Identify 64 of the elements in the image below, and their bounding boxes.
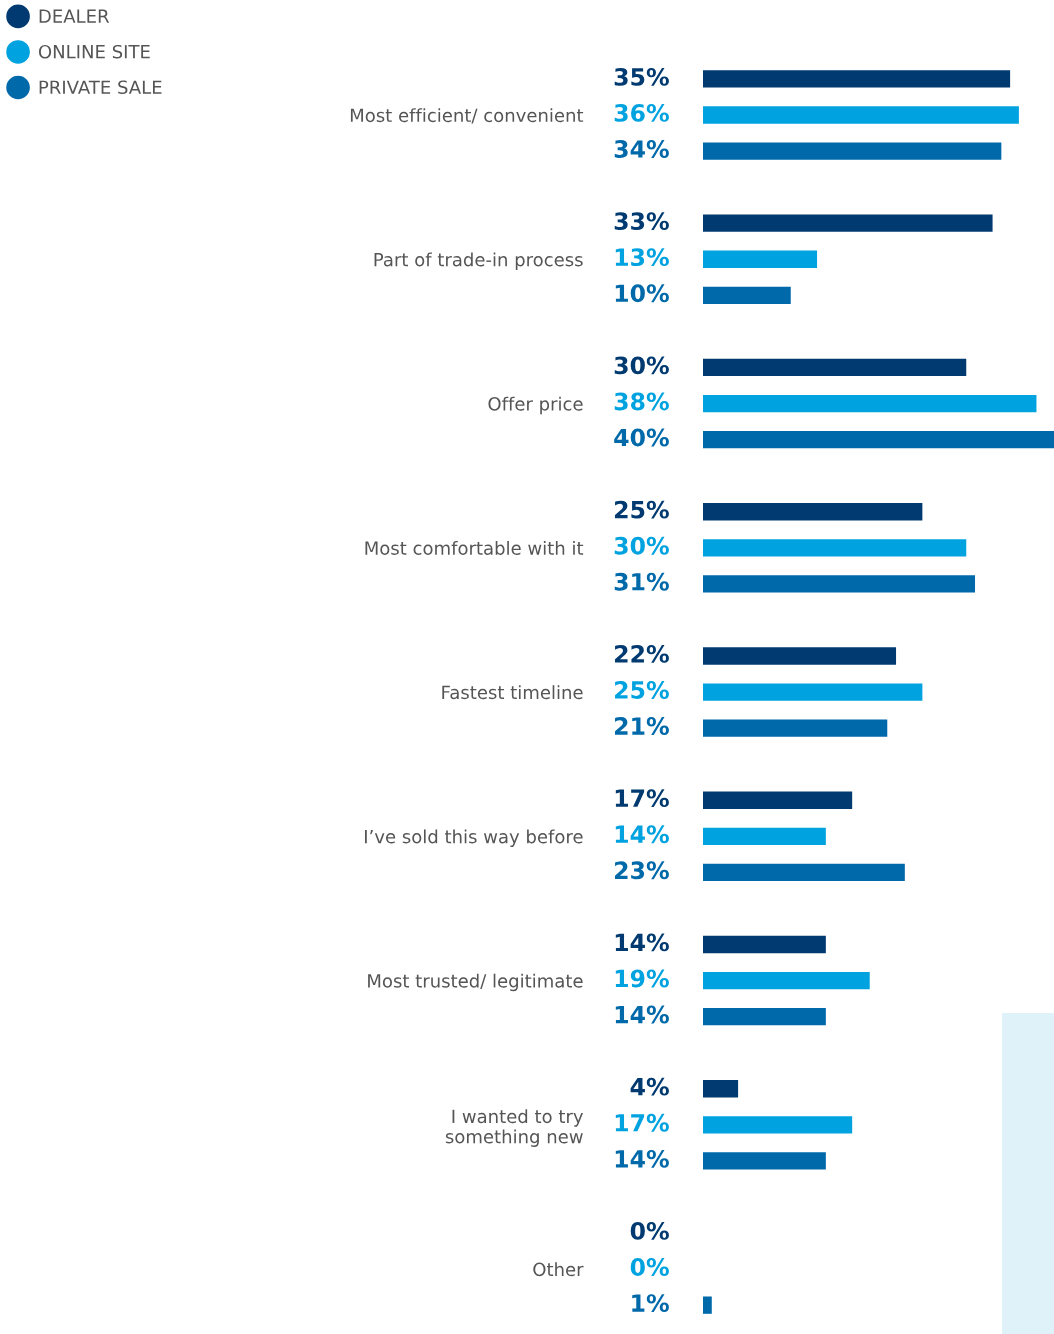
y-tick-label: Other (533, 1262, 584, 1277)
bar (703, 394, 1037, 413)
bar (703, 647, 897, 665)
data-label: 14% (615, 825, 669, 844)
bar (703, 719, 888, 737)
bar (703, 286, 791, 304)
y-tick-label: I wanted to try something new (445, 1109, 584, 1147)
legend-label: DEALER (39, 9, 110, 23)
bar (703, 1152, 826, 1170)
data-label: 34% (614, 140, 669, 158)
bar (703, 863, 905, 882)
bar (703, 539, 967, 557)
legend-label: PRIVATE SALE (39, 80, 162, 95)
data-label: 0% (630, 1222, 669, 1240)
data-label: 10% (615, 284, 669, 303)
bar (703, 935, 826, 954)
data-label: 30% (614, 536, 669, 555)
bar (703, 106, 1019, 124)
y-tick-label: Most trusted/ legitimate (368, 973, 583, 992)
y-tick-label: Part of trade-in process (374, 252, 583, 270)
data-label: 38% (614, 392, 669, 411)
data-label: 33% (614, 212, 669, 231)
data-label: 22% (615, 644, 669, 663)
data-label: 0% (630, 1258, 669, 1276)
bar (703, 503, 923, 521)
data-label: 14% (615, 1005, 669, 1024)
data-label: 25% (615, 681, 669, 699)
data-label: 36% (614, 104, 669, 122)
bar (703, 250, 818, 268)
bar (703, 70, 1011, 88)
y-tick-label: Offer price (488, 396, 583, 415)
data-label: 19% (615, 969, 669, 988)
bar (703, 575, 976, 593)
bar (703, 791, 853, 809)
bar (703, 1080, 739, 1098)
data-label: 4% (630, 1077, 669, 1096)
y-tick-label: Most comfortable with it (365, 540, 584, 555)
data-label: 13% (615, 248, 669, 267)
bar (703, 1116, 853, 1134)
data-label: 30% (614, 356, 669, 375)
bar (703, 430, 1054, 449)
data-label: 40% (614, 428, 669, 447)
data-label: 21% (615, 717, 669, 735)
data-label: 23% (615, 861, 669, 880)
data-label: 14% (615, 1149, 669, 1168)
data-label: 25% (615, 500, 669, 519)
bar (703, 1296, 712, 1314)
legend-label: ONLINE SITE (38, 44, 150, 59)
bar (703, 358, 967, 377)
data-label: 1% (632, 1294, 669, 1312)
y-tick-label: Fastest timeline (442, 685, 583, 700)
data-label: 31% (614, 572, 669, 591)
bar (703, 971, 870, 990)
y-tick-label: I’ve sold this way before (365, 829, 583, 847)
bar (703, 142, 1002, 160)
data-label: 17% (615, 789, 669, 808)
data-label: 17% (615, 1113, 669, 1132)
bar (703, 1007, 826, 1026)
bar (703, 827, 826, 845)
bar (703, 683, 923, 701)
data-label: 14% (615, 933, 669, 952)
y-tick-label: Most efficient/ convenient (350, 108, 584, 124)
data-label: 35% (614, 67, 669, 86)
bar (703, 214, 993, 232)
